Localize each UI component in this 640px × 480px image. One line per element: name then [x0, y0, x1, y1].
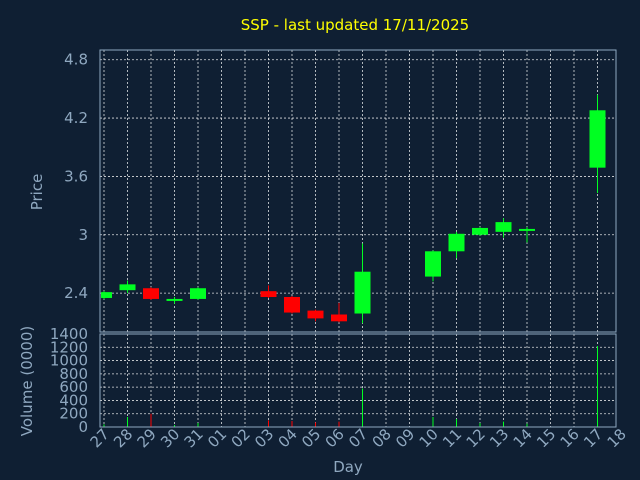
candle-body — [472, 227, 488, 235]
x-tick-label: 03 — [251, 425, 277, 451]
volume-tick-label: 1400 — [50, 325, 88, 343]
x-tick-label: 06 — [322, 425, 348, 451]
x-tick-label: 05 — [298, 425, 324, 451]
candle-body — [119, 284, 136, 291]
x-tick-label: 10 — [416, 425, 442, 451]
volume-tick-label: 0 — [78, 418, 88, 436]
candle-body — [307, 310, 324, 319]
candle-body — [101, 292, 112, 298]
price-tick-label: 3.6 — [64, 167, 88, 185]
x-tick-label: 13 — [486, 425, 512, 451]
candle-body — [425, 251, 441, 277]
x-tick-label: 15 — [533, 425, 559, 451]
price-plot-frame — [99, 49, 617, 333]
candles — [101, 94, 606, 324]
price-tick-label: 4.2 — [64, 109, 88, 127]
volume-gridlines — [100, 333, 616, 428]
price-tick-label: 2.4 — [64, 284, 88, 302]
candle-body — [331, 314, 347, 322]
x-tick-label: 09 — [392, 425, 418, 451]
candle-body — [166, 298, 183, 301]
x-tick-labels: 2728293031010203040506070809101112131415… — [87, 425, 630, 451]
candle-body — [589, 110, 606, 168]
x-tick-label: 28 — [110, 425, 136, 451]
price-tick-labels: 4.8 4.2 3.6 3 2.4 — [64, 51, 88, 302]
volume-plot-frame — [99, 333, 617, 428]
candle-body — [260, 291, 277, 297]
x-tick-label: 31 — [181, 425, 207, 451]
volume-axis-label: Volume (0000) — [18, 326, 36, 436]
x-tick-label: 08 — [369, 425, 395, 451]
volume-tick-label: 1200 — [50, 338, 88, 356]
x-axis-label: Day — [333, 458, 363, 476]
volume-tick-label: 200 — [59, 405, 88, 423]
x-tick-label: 01 — [204, 425, 230, 451]
x-tick-label: 16 — [557, 425, 583, 451]
volume-tick-label: 1000 — [50, 352, 88, 370]
volume-tick-label: 800 — [59, 365, 88, 383]
x-tick-label: 30 — [157, 425, 183, 451]
x-tick-label: 27 — [87, 425, 113, 451]
chart-title: SSP - last updated 17/11/2025 — [241, 16, 469, 34]
candle-body — [495, 222, 512, 232]
x-tick-label: 11 — [439, 425, 465, 451]
x-tick-label: 17 — [580, 425, 606, 451]
x-tick-label: 14 — [510, 425, 536, 451]
x-tick-label: 18 — [604, 425, 630, 451]
candle-body — [190, 288, 206, 299]
x-tick-label: 04 — [275, 425, 301, 451]
candle-body — [284, 296, 300, 313]
price-tick-label: 3 — [78, 226, 88, 244]
price-tick-label: 4.8 — [64, 51, 88, 69]
volume-bars — [103, 345, 598, 427]
candle-body — [354, 271, 371, 314]
x-tick-label: 29 — [134, 425, 160, 451]
volume-tick-label: 400 — [59, 391, 88, 409]
volume-tick-label: 600 — [59, 378, 88, 396]
price-axis-label: Price — [28, 174, 46, 211]
x-tick-label: 07 — [345, 425, 371, 451]
candle-body — [143, 288, 159, 299]
x-tick-label: 12 — [463, 425, 489, 451]
candle-body — [448, 233, 465, 252]
x-tick-label: 02 — [228, 425, 254, 451]
candle-body — [519, 228, 535, 231]
